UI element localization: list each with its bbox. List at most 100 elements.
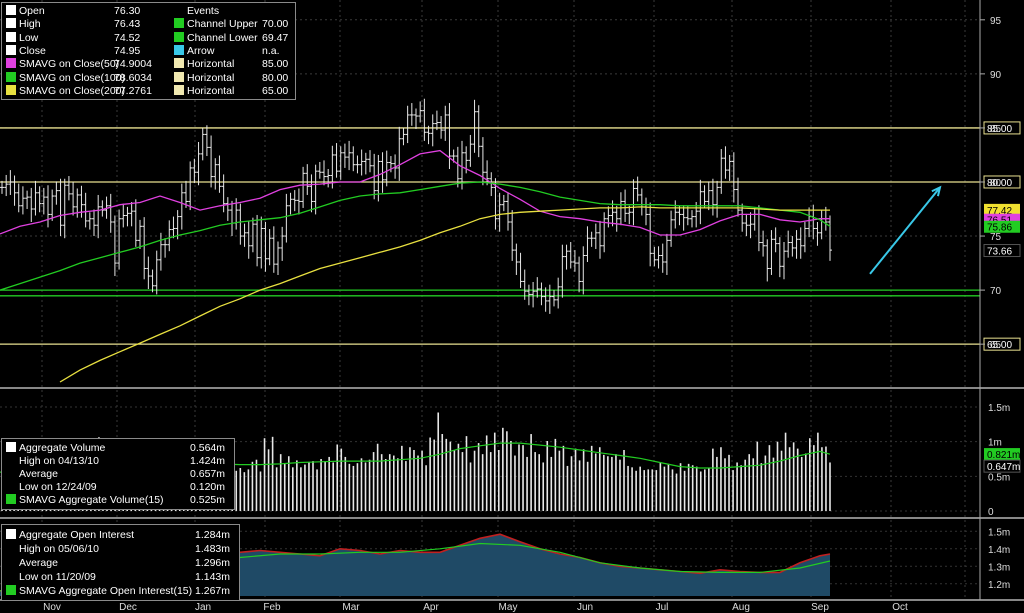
legend-value: 77.2761: [114, 84, 152, 97]
legend-swatch: [174, 18, 184, 29]
legend-event-row: Events: [174, 5, 219, 17]
y-tick-label: 1m: [988, 438, 1002, 449]
legend-event-value: 85.00: [262, 58, 289, 71]
legend-event-label: Horizontal: [187, 84, 235, 97]
y-tick-label: 95: [990, 16, 1002, 27]
legend-label: SMAVG on Close(100): [19, 71, 126, 84]
legend-row: High on 04/13/10: [6, 455, 99, 467]
price-tag: [983, 459, 1021, 473]
legend-label: SMAVG on Close(200): [19, 84, 126, 97]
legend-row: Low on 11/20/09: [6, 571, 96, 583]
y-tick-label: 70: [990, 286, 1002, 297]
y-tick-label: 1.5m: [988, 403, 1010, 414]
x-tick-label: Nov: [43, 602, 61, 613]
arrow-annotation: [869, 186, 941, 275]
y-tick-label: 85: [990, 124, 1002, 135]
y-tick-label: 1.3m: [988, 562, 1010, 573]
y-tick-label: 0: [988, 507, 994, 518]
x-tick-label: Apr: [423, 602, 439, 613]
legend-event-label: Horizontal: [187, 71, 235, 84]
y-tick-label: 65: [990, 340, 1002, 351]
legend-value: 76.30: [114, 5, 141, 17]
y-tick-label: 0.5m: [988, 472, 1010, 483]
legend-value: 74.52: [114, 31, 141, 44]
legend-label: High on 05/06/10: [19, 543, 99, 555]
legend-label: Close: [19, 44, 46, 57]
legend-row: Low: [6, 31, 39, 44]
price-tag-label: 80.00: [987, 178, 1012, 189]
x-tick-label: Mar: [342, 602, 360, 613]
legend-row: SMAVG Aggregate Open Interest(15): [6, 585, 192, 597]
legend-swatch: [174, 58, 184, 69]
legend-row: Open: [6, 5, 45, 17]
legend-row: Average: [6, 557, 58, 569]
legend-label: Low on 11/20/09: [19, 571, 96, 583]
legend-event-value: 80.00: [262, 71, 289, 84]
price-tag-label: 77.42: [987, 206, 1012, 217]
legend-value: 76.43: [114, 18, 141, 31]
price-tag-label: 0.821m: [987, 450, 1020, 461]
legend-swatch: [174, 31, 184, 42]
legend-value: 1.267m: [195, 585, 231, 597]
legend-row: SMAVG Aggregate Volume(15): [6, 494, 164, 506]
legend-event-label: Horizontal: [187, 58, 235, 71]
legend-label: High: [19, 18, 41, 31]
legend-swatch: [6, 5, 16, 15]
legend-value: 1.143m: [195, 571, 231, 583]
price-tag: [984, 448, 1020, 461]
x-tick-label: Dec: [119, 602, 137, 613]
legend-row: Average: [6, 468, 58, 480]
legend-label: Aggregate Open Interest: [19, 529, 134, 541]
x-tick-label: Feb: [263, 602, 281, 613]
x-tick-label: Jun: [577, 602, 593, 613]
legend-swatch: [174, 84, 184, 95]
legend-swatch: [6, 31, 16, 42]
x-tick-label: Oct: [892, 602, 908, 613]
legend-event-value: n.a.: [262, 44, 280, 57]
legend-swatch: [6, 44, 16, 55]
legend-label: Low: [19, 31, 39, 44]
legend-swatch: [6, 18, 16, 29]
legend-label: Open: [19, 5, 45, 17]
price-tag: [983, 244, 1021, 258]
legend-event-label: Channel Upper: [187, 18, 258, 31]
legend-row: High: [6, 18, 41, 30]
legend-event-label: Events: [187, 5, 220, 17]
legend-value: 74.95: [114, 44, 141, 57]
price-tag-label: 75.86: [987, 223, 1012, 234]
legend-event-label: Arrow: [187, 44, 215, 57]
legend-swatch: [6, 529, 16, 539]
price-tag-label: 73.66: [987, 247, 1012, 258]
legend-event-row: Horizontal: [174, 71, 235, 84]
legend-swatch: [6, 58, 16, 69]
legend-row: SMAVG on Close(200): [6, 84, 126, 97]
y-tick-label: 1.4m: [988, 545, 1010, 556]
legend-event-value: 70.00: [262, 18, 289, 31]
legend-value: 74.9004: [114, 58, 152, 71]
y-tick-label: 1.2m: [988, 580, 1010, 591]
legend-event-row: Horizontal: [174, 58, 234, 70]
legend-label: Average: [19, 468, 58, 480]
open-interest-legend: Aggregate Open Interest 1.284m High on 05/…: [1, 524, 240, 601]
legend-value: 1.296m: [195, 557, 231, 569]
legend-value: 0.120m: [190, 481, 226, 493]
legend-swatch: [6, 71, 16, 82]
legend-value: 0.525m: [190, 494, 226, 506]
legend-value: 1.284m: [195, 529, 231, 541]
legend-event-value: 65.00: [262, 84, 289, 97]
legend-value: 78.6034: [114, 71, 152, 84]
legend-swatch: [6, 585, 16, 595]
x-tick-label: Jul: [656, 602, 669, 613]
legend-event-row: Channel Lower: [174, 31, 258, 44]
legend-row: Aggregate Open Interest: [6, 529, 134, 541]
legend-label: High on 04/13/10: [19, 455, 99, 467]
legend-swatch: [6, 84, 16, 95]
y-tick-label: 90: [990, 70, 1002, 81]
legend-event-row: Arrow: [174, 44, 215, 57]
arrow-head: [931, 185, 942, 197]
legend-row: SMAVG on Close(100): [6, 71, 126, 84]
moving-average-line: [0, 149, 830, 236]
x-tick-label: Sep: [811, 602, 829, 613]
legend-value: 1.483m: [195, 543, 231, 555]
